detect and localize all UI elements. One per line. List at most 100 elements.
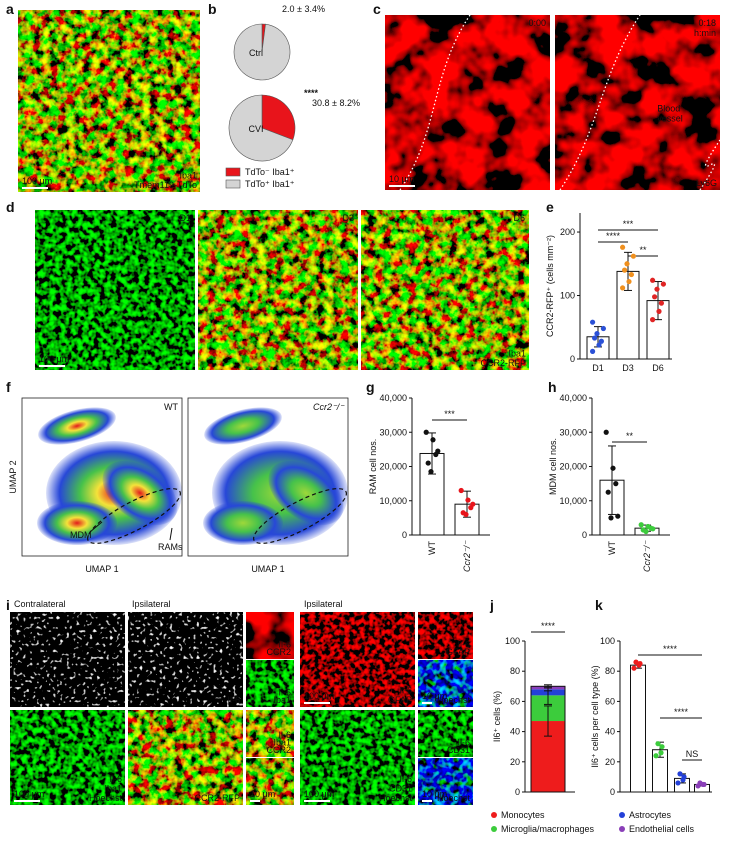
micrograph-signal	[418, 710, 473, 757]
data-point	[637, 661, 643, 667]
umap-cells	[37, 407, 182, 545]
data-point	[615, 513, 621, 519]
umap-outline	[253, 488, 347, 544]
y-tick-label: 20	[605, 757, 615, 767]
micrograph-signal	[300, 710, 415, 805]
y-tick-label: 40,000	[379, 393, 407, 403]
y-tick-label: 0	[570, 354, 575, 364]
legend-label: TdTo⁻ Iba1⁺	[245, 167, 295, 177]
umap-cluster	[37, 501, 117, 545]
significance-label: **	[639, 245, 647, 255]
legend-marker	[491, 826, 497, 832]
umap-cluster	[102, 460, 178, 526]
y-tick-label: 30,000	[379, 427, 407, 437]
micrograph-signal	[128, 710, 243, 805]
umap-title: WT	[164, 402, 178, 412]
scale-label: 10 μm	[389, 174, 414, 184]
panel-letter: g	[366, 379, 375, 395]
data-point	[638, 522, 644, 528]
y-tick-label: 40,000	[559, 393, 587, 403]
image-label: 0:00	[528, 18, 546, 28]
umap-cells	[203, 407, 348, 545]
data-point	[622, 267, 628, 273]
scale-bar	[422, 702, 432, 704]
image-label: Ly6G	[696, 178, 717, 188]
data-point	[592, 335, 598, 341]
y-tick-label: 100	[505, 636, 520, 646]
legend-marker	[619, 812, 625, 818]
data-point	[630, 253, 637, 259]
panel-letter: h	[548, 379, 557, 395]
data-point	[656, 308, 662, 314]
data-point	[701, 781, 707, 788]
image-label: Il-6	[399, 774, 412, 784]
micrograph-signal	[246, 660, 294, 707]
image-label: Hoechst	[437, 793, 471, 803]
data-point	[425, 460, 431, 466]
legend-label: TdTo⁺ Iba1⁺	[245, 179, 295, 189]
significance-label: ****	[674, 707, 689, 717]
image-caption: Ipsilateral	[304, 599, 343, 609]
micrograph-signal	[246, 758, 294, 805]
micrograph-signal	[418, 660, 473, 707]
image-caption: Contralateral	[14, 599, 66, 609]
y-tick-label: 80	[605, 666, 615, 676]
umap-annotation: RAMs	[158, 542, 183, 552]
y-tick-label: 20,000	[379, 462, 407, 472]
scale-label: 10 μm	[422, 789, 447, 799]
data-point	[650, 277, 656, 283]
y-axis-label: Il6⁺ cells per cell type (%)	[590, 665, 600, 767]
umap-outline	[87, 488, 181, 544]
scale-bar	[22, 187, 48, 189]
umap-cluster	[268, 460, 344, 526]
data-point	[631, 665, 637, 671]
scale-label: 10 μm	[422, 691, 447, 701]
axis-label: UMAP 1	[251, 564, 284, 574]
y-tick-label: 0	[610, 787, 615, 797]
image-label: Il-6	[278, 640, 291, 650]
pie-slice	[233, 23, 291, 81]
data-point	[590, 348, 596, 354]
data-point	[613, 481, 619, 487]
data-point	[653, 753, 659, 759]
scale-label: 100 μm	[14, 789, 44, 799]
significance-label: ***	[444, 409, 455, 419]
data-point	[435, 448, 441, 454]
bar	[419, 452, 445, 536]
umap-cluster	[203, 501, 283, 545]
value-label: 2.0 ± 3.4%	[282, 4, 325, 14]
value-label: 30.8 ± 8.2%	[312, 98, 360, 108]
y-axis-label: CCR2-RFP⁺ (cells mm⁻²)	[545, 235, 555, 337]
micrograph-signal	[10, 710, 125, 805]
y-tick-label: 200	[560, 227, 575, 237]
scale-label: 10 μm	[250, 789, 275, 799]
scale-bar	[304, 702, 330, 704]
image-label: Il-6	[457, 640, 470, 650]
image-label: CCR2	[266, 647, 291, 657]
micrograph-signal	[361, 210, 529, 370]
image-label: CD31	[389, 784, 412, 794]
image-label: GFAP	[388, 695, 412, 705]
panel-letter: j	[489, 597, 494, 613]
y-axis-label: MDM cell nos.	[548, 438, 558, 495]
vessel-outline	[559, 14, 641, 191]
micrograph-signal	[385, 15, 550, 190]
data-point	[463, 511, 469, 518]
bar	[630, 664, 646, 793]
scale-bar	[422, 800, 432, 802]
image-label: Hoechst	[89, 793, 123, 803]
data-point	[620, 285, 626, 291]
legend-label: Endothelial cells	[629, 824, 695, 834]
data-point	[626, 278, 632, 285]
image-label: Il-6	[278, 730, 291, 740]
image-label: CCR2	[266, 745, 291, 755]
legend-marker	[491, 812, 497, 818]
panel-letter: i	[6, 597, 10, 613]
data-point	[428, 469, 434, 475]
legend-label: Microglia/macrophages	[501, 824, 595, 834]
micrograph-signal	[246, 612, 294, 659]
image-label: Il-6	[109, 774, 122, 784]
significance-label: ****	[663, 644, 678, 654]
data-point	[603, 429, 609, 435]
panel-letter: e	[546, 199, 554, 215]
